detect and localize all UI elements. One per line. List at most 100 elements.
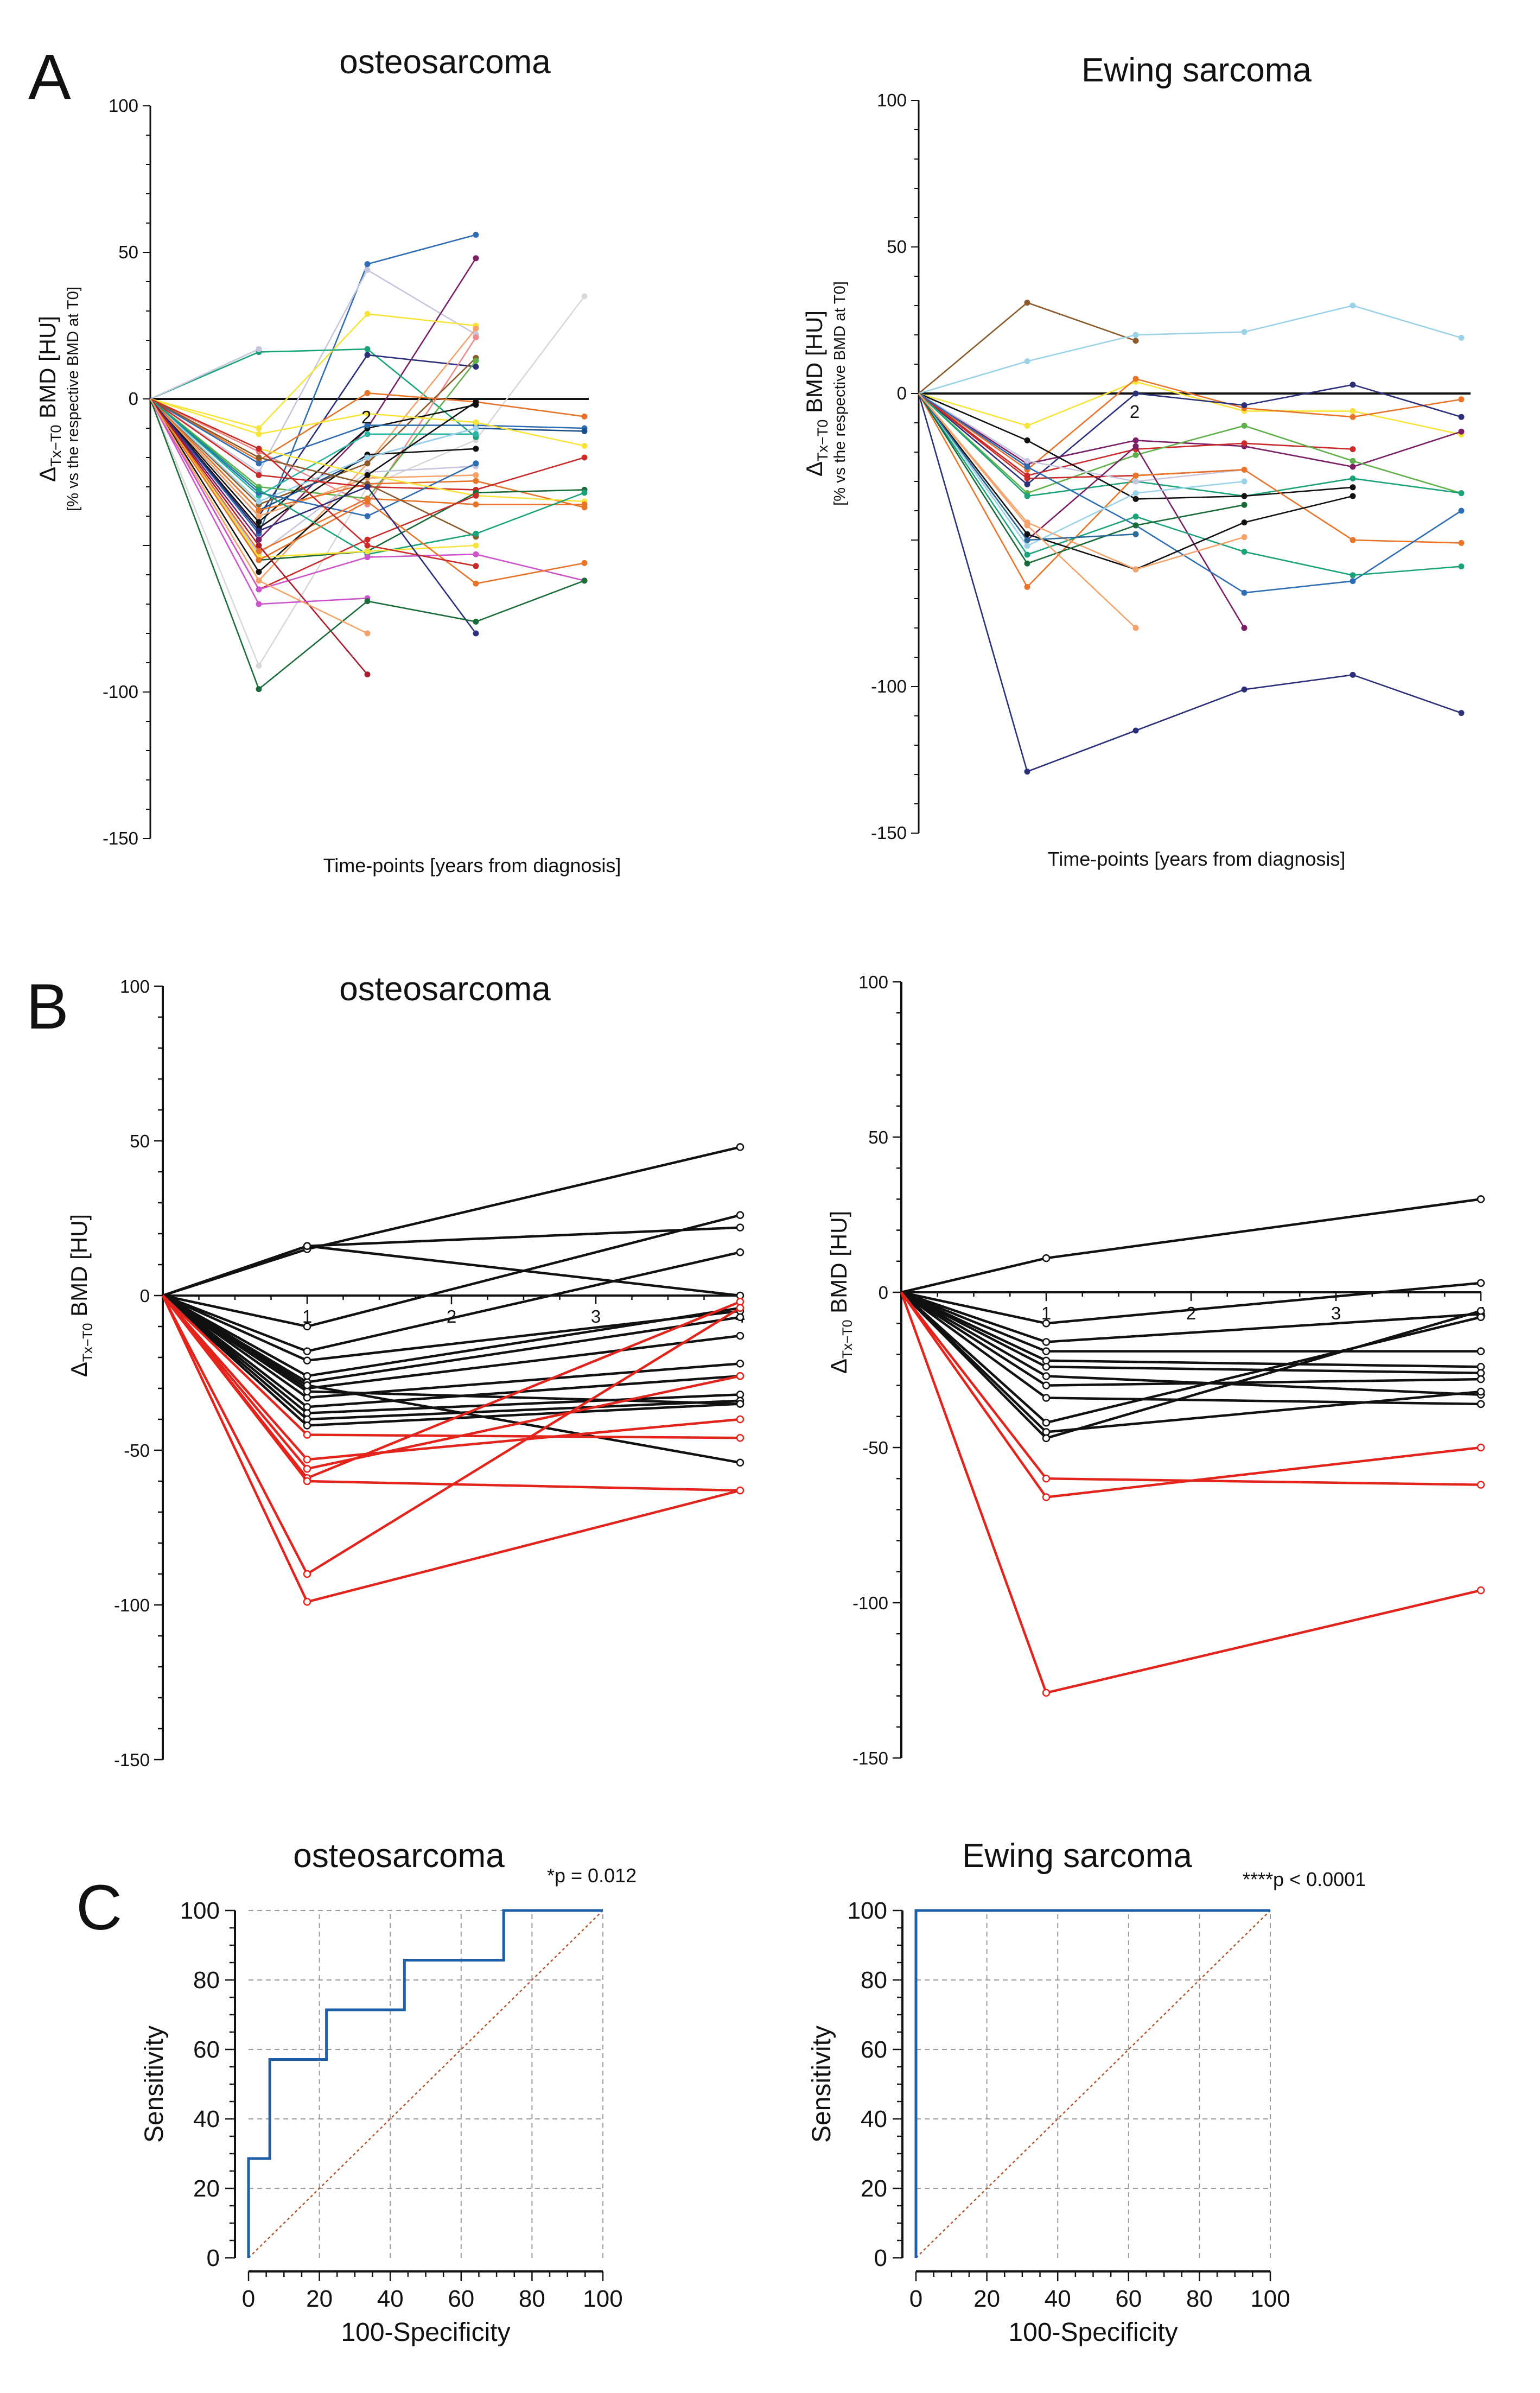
reference-diagonal — [915, 1910, 1271, 2258]
data-point — [303, 1570, 311, 1578]
y-tick-label: 50 — [887, 237, 907, 257]
data-point — [473, 255, 479, 262]
data-point — [1350, 484, 1356, 491]
series-line — [918, 392, 1245, 483]
y-tick-label: 50 — [130, 1131, 150, 1151]
data-point — [736, 1223, 744, 1232]
data-point — [256, 548, 262, 555]
reference-diagonal — [248, 1910, 603, 2258]
series-line — [918, 393, 1245, 547]
series-line — [918, 384, 1462, 486]
data-point — [1042, 1254, 1051, 1262]
series-line — [150, 313, 476, 429]
data-point — [1458, 507, 1465, 514]
y-tick-label: -150 — [103, 828, 138, 848]
data-point — [1132, 332, 1139, 338]
series-line — [150, 398, 476, 503]
data-point — [1241, 502, 1248, 508]
y-tick-label: 50 — [118, 242, 138, 262]
data-point — [581, 501, 588, 507]
chart-title: osteosarcoma — [293, 1837, 505, 1875]
data-point — [1132, 727, 1139, 734]
series-line — [918, 393, 1462, 576]
data-point — [736, 1248, 744, 1256]
chart-title: osteosarcoma — [339, 43, 551, 81]
data-point — [1350, 572, 1356, 579]
panel-letter-a: A — [28, 41, 71, 113]
data-point — [1024, 458, 1030, 464]
series-line — [918, 304, 1462, 395]
y-tick-label: 0 — [140, 1286, 150, 1306]
data-point — [256, 577, 262, 584]
data-point — [581, 490, 588, 496]
x-tick-label: 3 — [591, 1306, 601, 1326]
data-point — [256, 431, 262, 437]
series-line — [918, 393, 1245, 564]
data-point — [364, 431, 371, 437]
x-axis-label: 100-Specificity — [1008, 2318, 1178, 2347]
data-point — [256, 460, 262, 467]
series-line — [149, 398, 477, 634]
data-point — [473, 492, 479, 499]
data-point — [1132, 472, 1139, 479]
data-point — [1241, 686, 1248, 693]
y-tick-label: 80 — [861, 1967, 887, 1994]
y-tick-label: 40 — [193, 2106, 220, 2132]
data-point — [473, 551, 479, 557]
y-tick-label: 20 — [861, 2175, 887, 2202]
y-tick-label: 0 — [874, 2245, 887, 2271]
y-tick-label: 60 — [861, 2036, 887, 2063]
series-line — [918, 392, 1462, 468]
y-tick-label: 100 — [848, 1897, 887, 1924]
data-point — [1477, 1443, 1485, 1452]
x-tick-label: 100 — [583, 2286, 622, 2312]
data-point — [1132, 376, 1139, 382]
y-tick-label: -100 — [114, 1595, 150, 1615]
data-point — [1132, 566, 1139, 573]
data-point — [736, 1331, 744, 1340]
data-point — [1024, 300, 1030, 306]
data-point — [364, 671, 371, 678]
data-point — [1350, 414, 1356, 420]
data-point — [364, 460, 371, 467]
x-tick-label: 2 — [1186, 1303, 1196, 1323]
data-point — [1350, 475, 1356, 482]
data-point — [736, 1143, 744, 1151]
data-point — [1477, 1586, 1485, 1595]
data-point — [1350, 446, 1356, 453]
data-point — [1241, 329, 1248, 335]
series-line — [150, 360, 477, 499]
red-series-line — [161, 1295, 741, 1603]
series-line — [150, 398, 476, 523]
data-point — [736, 1486, 744, 1495]
data-point — [1241, 534, 1248, 541]
y-tick-label: 40 — [861, 2106, 887, 2132]
data-point — [256, 519, 262, 525]
data-point — [1042, 1363, 1051, 1371]
data-point — [256, 507, 262, 513]
y-tick-label: 0 — [879, 1283, 888, 1303]
data-point — [256, 472, 262, 478]
data-point — [256, 446, 262, 452]
x-tick-label: 40 — [1045, 2286, 1071, 2312]
data-point — [256, 498, 262, 505]
series-line — [918, 393, 1462, 588]
data-point — [1042, 1418, 1051, 1427]
data-point — [1024, 543, 1030, 549]
data-point — [1458, 396, 1465, 403]
series-line — [918, 378, 1462, 471]
x-tick-label: 3 — [1331, 1303, 1341, 1323]
data-point — [256, 569, 262, 575]
data-point — [256, 346, 262, 352]
data-point — [256, 536, 262, 543]
series-line — [150, 348, 259, 400]
data-point — [1350, 537, 1356, 543]
y-tick-label: 20 — [193, 2175, 220, 2202]
data-point — [1350, 493, 1356, 499]
data-point — [364, 352, 371, 358]
data-point — [364, 498, 371, 505]
series-line — [150, 398, 476, 537]
data-point — [1458, 710, 1465, 716]
data-point — [473, 542, 479, 549]
data-point — [256, 454, 262, 461]
